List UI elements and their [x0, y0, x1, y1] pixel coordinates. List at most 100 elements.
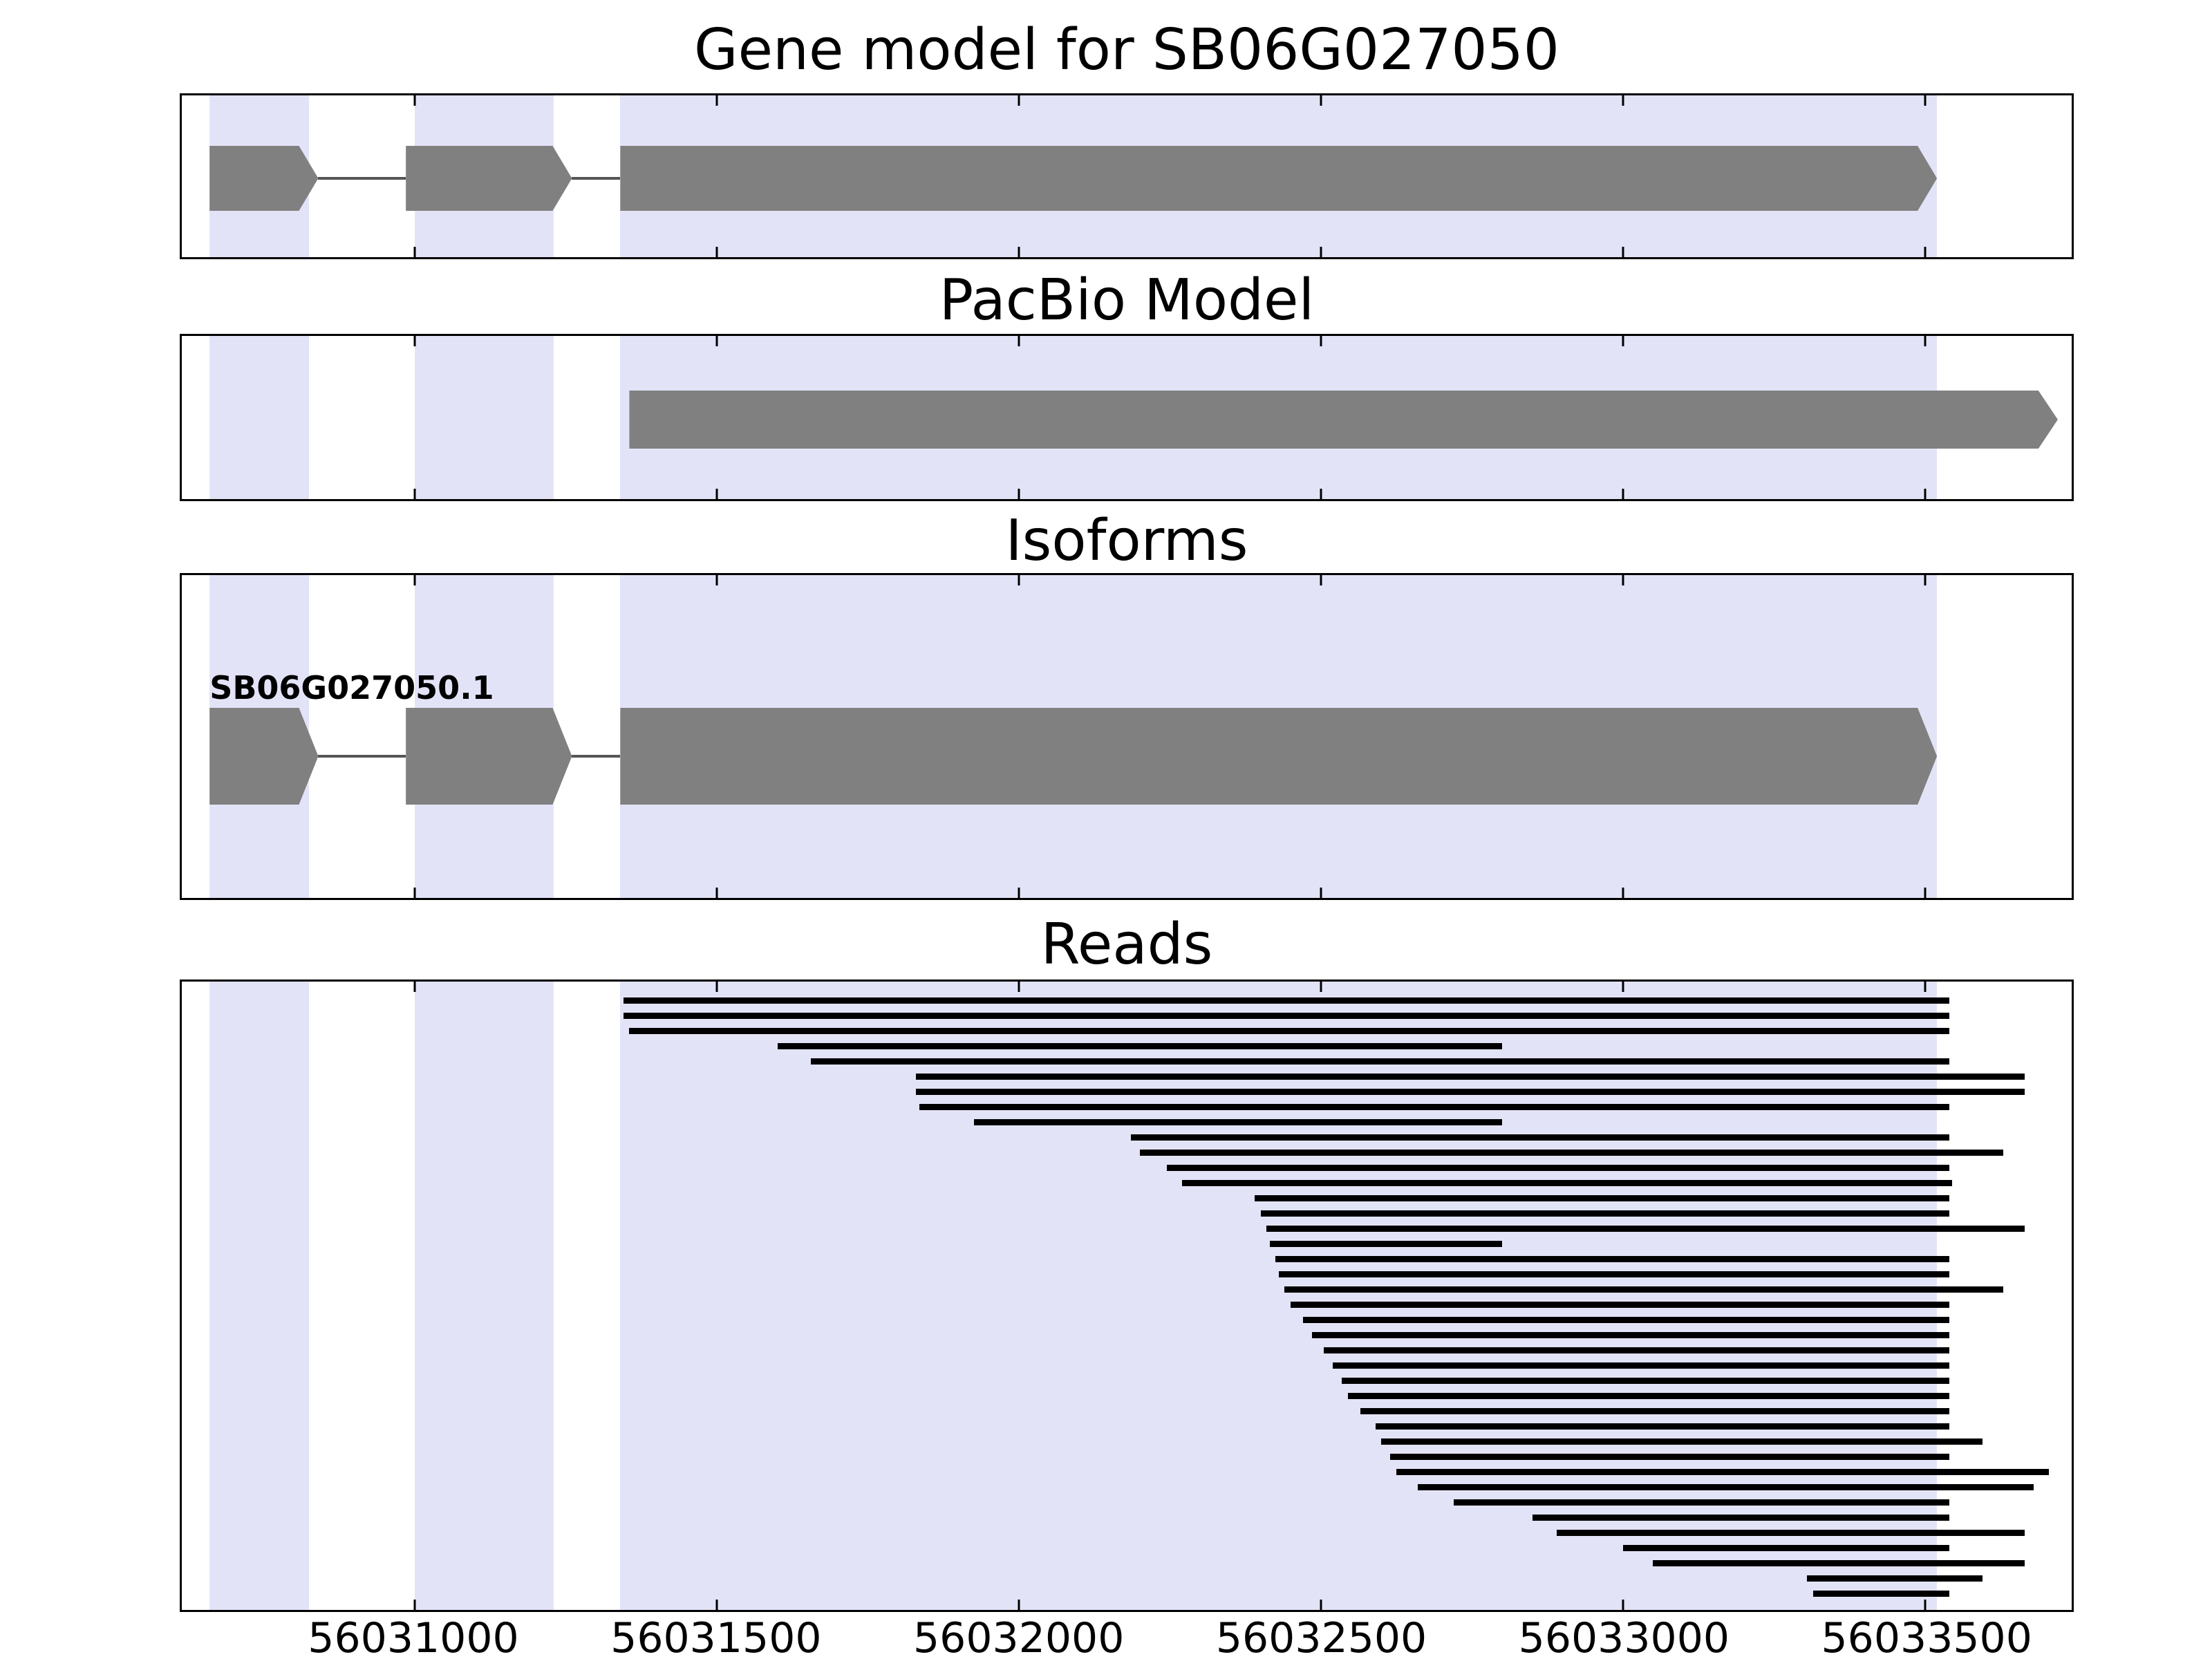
axis-tick [1320, 247, 1322, 257]
axis-tick [1622, 1600, 1624, 1610]
read-alignment [1167, 1165, 1949, 1171]
axis-tick [413, 575, 416, 585]
read-alignment [1381, 1438, 1983, 1445]
read-alignment [1396, 1469, 2049, 1475]
axis-tick [1320, 336, 1322, 346]
isoform-label: SB06G027050.1 [209, 669, 494, 706]
axis-tick [1924, 247, 1927, 257]
read-alignment [1622, 1545, 1949, 1551]
axis-tick [1622, 575, 1624, 585]
read-alignment [1653, 1560, 2025, 1566]
x-tick-label: 56032000 [912, 1614, 1125, 1659]
read-alignment [919, 1104, 1949, 1110]
read-alignment [1417, 1484, 2034, 1490]
read-alignment [1302, 1317, 1949, 1323]
axis-tick [413, 247, 416, 257]
read-alignment [1454, 1499, 1949, 1506]
read-alignment [623, 1013, 1949, 1019]
exon-highlight-band [415, 336, 554, 499]
x-tick-label: 56033500 [1821, 1614, 2032, 1659]
axis-tick [1924, 888, 1927, 898]
axis-tick [715, 95, 718, 106]
read-alignment [1254, 1195, 1949, 1201]
axis-tick [1622, 888, 1624, 898]
exon-block [209, 146, 318, 211]
read-alignment [1813, 1591, 1949, 1597]
axis-tick [413, 336, 416, 346]
intron-connector [318, 177, 406, 180]
axis-tick [715, 888, 718, 898]
read-alignment [629, 1028, 1949, 1034]
x-tick-label: 56031500 [610, 1614, 822, 1659]
axis-tick [1622, 95, 1624, 106]
intron-connector [572, 177, 621, 180]
axis-tick [1320, 489, 1322, 499]
read-alignment [1375, 1423, 1949, 1430]
axis-tick [1018, 336, 1020, 346]
read-alignment [1807, 1575, 1983, 1582]
exon-block [620, 146, 1937, 211]
axis-tick [1018, 247, 1020, 257]
axis-tick [1320, 1600, 1322, 1610]
read-alignment [1360, 1408, 1949, 1414]
axis-tick [1622, 982, 1624, 992]
read-alignment [1278, 1271, 1949, 1277]
axis-tick [1622, 489, 1624, 499]
axis-tick [1018, 982, 1020, 992]
exon-block [209, 708, 318, 805]
isoforms-panel: SB06G027050.1 [180, 573, 2074, 900]
read-alignment [1269, 1241, 1503, 1247]
axis-tick [413, 982, 416, 992]
exon-highlight-band [415, 982, 554, 1610]
axis-tick [1018, 575, 1020, 585]
read-alignment [623, 997, 1949, 1004]
axis-tick [413, 888, 416, 898]
axis-tick [1018, 1600, 1020, 1610]
axis-tick [1622, 247, 1624, 257]
axis-tick [1320, 982, 1322, 992]
axis-tick [1924, 489, 1927, 499]
axis-tick [715, 336, 718, 346]
panel-title-reads: Reads [1040, 912, 1213, 977]
read-alignment [1556, 1530, 2025, 1536]
axis-tick [715, 1600, 718, 1610]
read-alignment [1181, 1180, 1952, 1186]
axis-tick [1622, 336, 1624, 346]
read-alignment [1342, 1378, 1949, 1384]
read-alignment [810, 1058, 1949, 1065]
read-alignment [916, 1074, 2025, 1080]
read-alignment [1291, 1302, 1949, 1308]
read-alignment [1130, 1134, 1949, 1141]
exon-highlight-band [209, 336, 310, 499]
axis-tick [1924, 575, 1927, 585]
read-alignment [1311, 1332, 1949, 1338]
read-alignment [1333, 1362, 1949, 1369]
axis-tick [1924, 95, 1927, 106]
read-alignment [1266, 1226, 2025, 1232]
read-alignment [973, 1119, 1503, 1125]
read-alignment [1284, 1286, 2004, 1293]
read-alignment [916, 1089, 2025, 1095]
axis-tick [1320, 888, 1322, 898]
axis-tick [413, 95, 416, 106]
x-tick-label: 56032500 [1215, 1614, 1427, 1659]
pacbio-model-panel [180, 334, 2074, 501]
intron-connector [572, 755, 621, 758]
intron-connector [318, 755, 406, 758]
reads-panel [180, 980, 2074, 1612]
axis-tick [1018, 888, 1020, 898]
exon-block [406, 708, 572, 805]
exon-block [406, 146, 572, 211]
axis-tick [1924, 336, 1927, 346]
axis-tick [1320, 95, 1322, 106]
axis-tick [1924, 1600, 1927, 1610]
read-alignment [1139, 1150, 2004, 1156]
axis-tick [1924, 982, 1927, 992]
axis-tick [1018, 489, 1020, 499]
panel-title-gene-model: Gene model for SB06G027050 [694, 17, 1559, 83]
gene-model-panel [180, 93, 2074, 259]
axis-tick [715, 247, 718, 257]
axis-tick [1320, 575, 1322, 585]
axis-tick [715, 489, 718, 499]
